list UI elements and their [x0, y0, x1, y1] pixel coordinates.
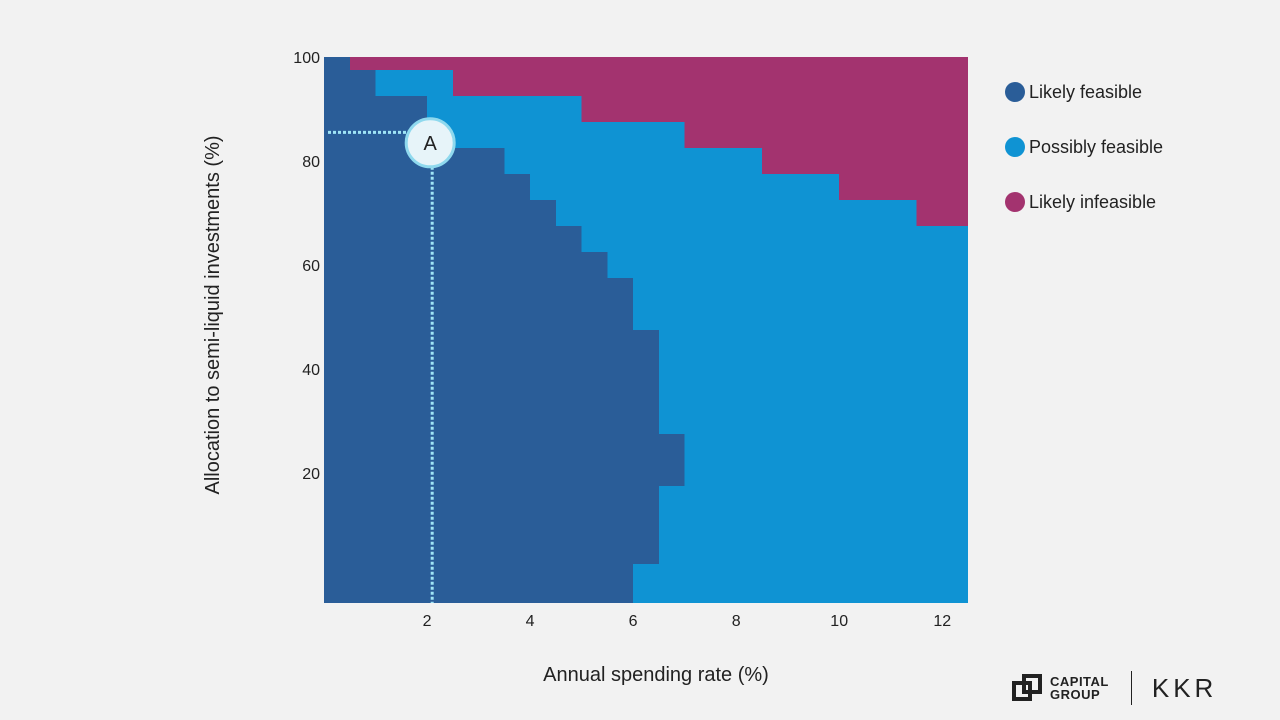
region-likely-feasible-segment	[324, 434, 685, 486]
y-tick-label: 60	[302, 258, 320, 275]
kkr-logo: KKR	[1151, 672, 1218, 703]
legend-item-likely-infeasible: Likely infeasible	[1005, 190, 1163, 214]
region-likely-feasible-segment	[324, 226, 582, 252]
legend-label: Possibly feasible	[1029, 136, 1164, 157]
legend-item-possibly-feasible: Possibly feasible	[1005, 135, 1163, 159]
legend-swatch	[1005, 137, 1025, 157]
region-likely-feasible-segment	[324, 278, 634, 330]
annotation-marker	[404, 117, 456, 169]
region-likely-feasible-segment	[324, 564, 634, 603]
region-likely-feasible-segment	[324, 330, 659, 434]
x-tick-label: 2	[423, 613, 432, 630]
x-tick-label: 6	[629, 613, 638, 630]
y-axis-title: Allocation to semi-liquid investments (%…	[202, 135, 224, 494]
region-likely-feasible-segment	[324, 57, 350, 70]
region-likely-feasible-segment	[324, 70, 376, 96]
footer-logos: CAPITAL GROUP KKR	[1012, 668, 1217, 708]
capital-group-logo-icon	[1012, 674, 1042, 701]
y-tick-label: 80	[302, 154, 320, 171]
x-tick-label: 10	[830, 613, 848, 630]
x-tick-label: 8	[732, 613, 741, 630]
legend-label: Likely infeasible	[1029, 191, 1157, 212]
legend-item-likely-feasible: Likely feasible	[1005, 80, 1163, 104]
y-tick-label: 40	[302, 362, 320, 379]
y-tick-label: 100	[293, 50, 320, 67]
legend-label: Likely feasible	[1029, 81, 1143, 102]
capital-group-line1: CAPITAL	[1050, 674, 1109, 689]
legend-swatch	[1005, 192, 1025, 212]
x-tick-label: 4	[526, 613, 535, 630]
region-likely-feasible-segment	[324, 252, 608, 278]
region-likely-feasible-segment	[324, 174, 531, 200]
legend-swatch	[1005, 82, 1025, 102]
tick-layer: 2 4 6 8 10 12 20 40 60 80 100	[293, 50, 951, 630]
legend: Likely feasible Possibly feasible Likely…	[1005, 80, 1163, 245]
y-tick-label: 20	[302, 466, 320, 483]
x-tick-label: 12	[933, 613, 951, 630]
capital-group-line2: GROUP	[1050, 687, 1101, 702]
capital-group-wordmark: CAPITAL GROUP	[1050, 675, 1109, 701]
annotation-label: A	[424, 133, 438, 155]
region-likely-feasible-segment	[324, 200, 556, 226]
region-likely-feasible-segment	[324, 96, 428, 122]
x-axis-title: Annual spending rate (%)	[543, 664, 769, 686]
annotation-layer: A	[328, 117, 456, 603]
region-likely-feasible-segment	[324, 486, 659, 564]
logo-divider	[1130, 671, 1132, 705]
